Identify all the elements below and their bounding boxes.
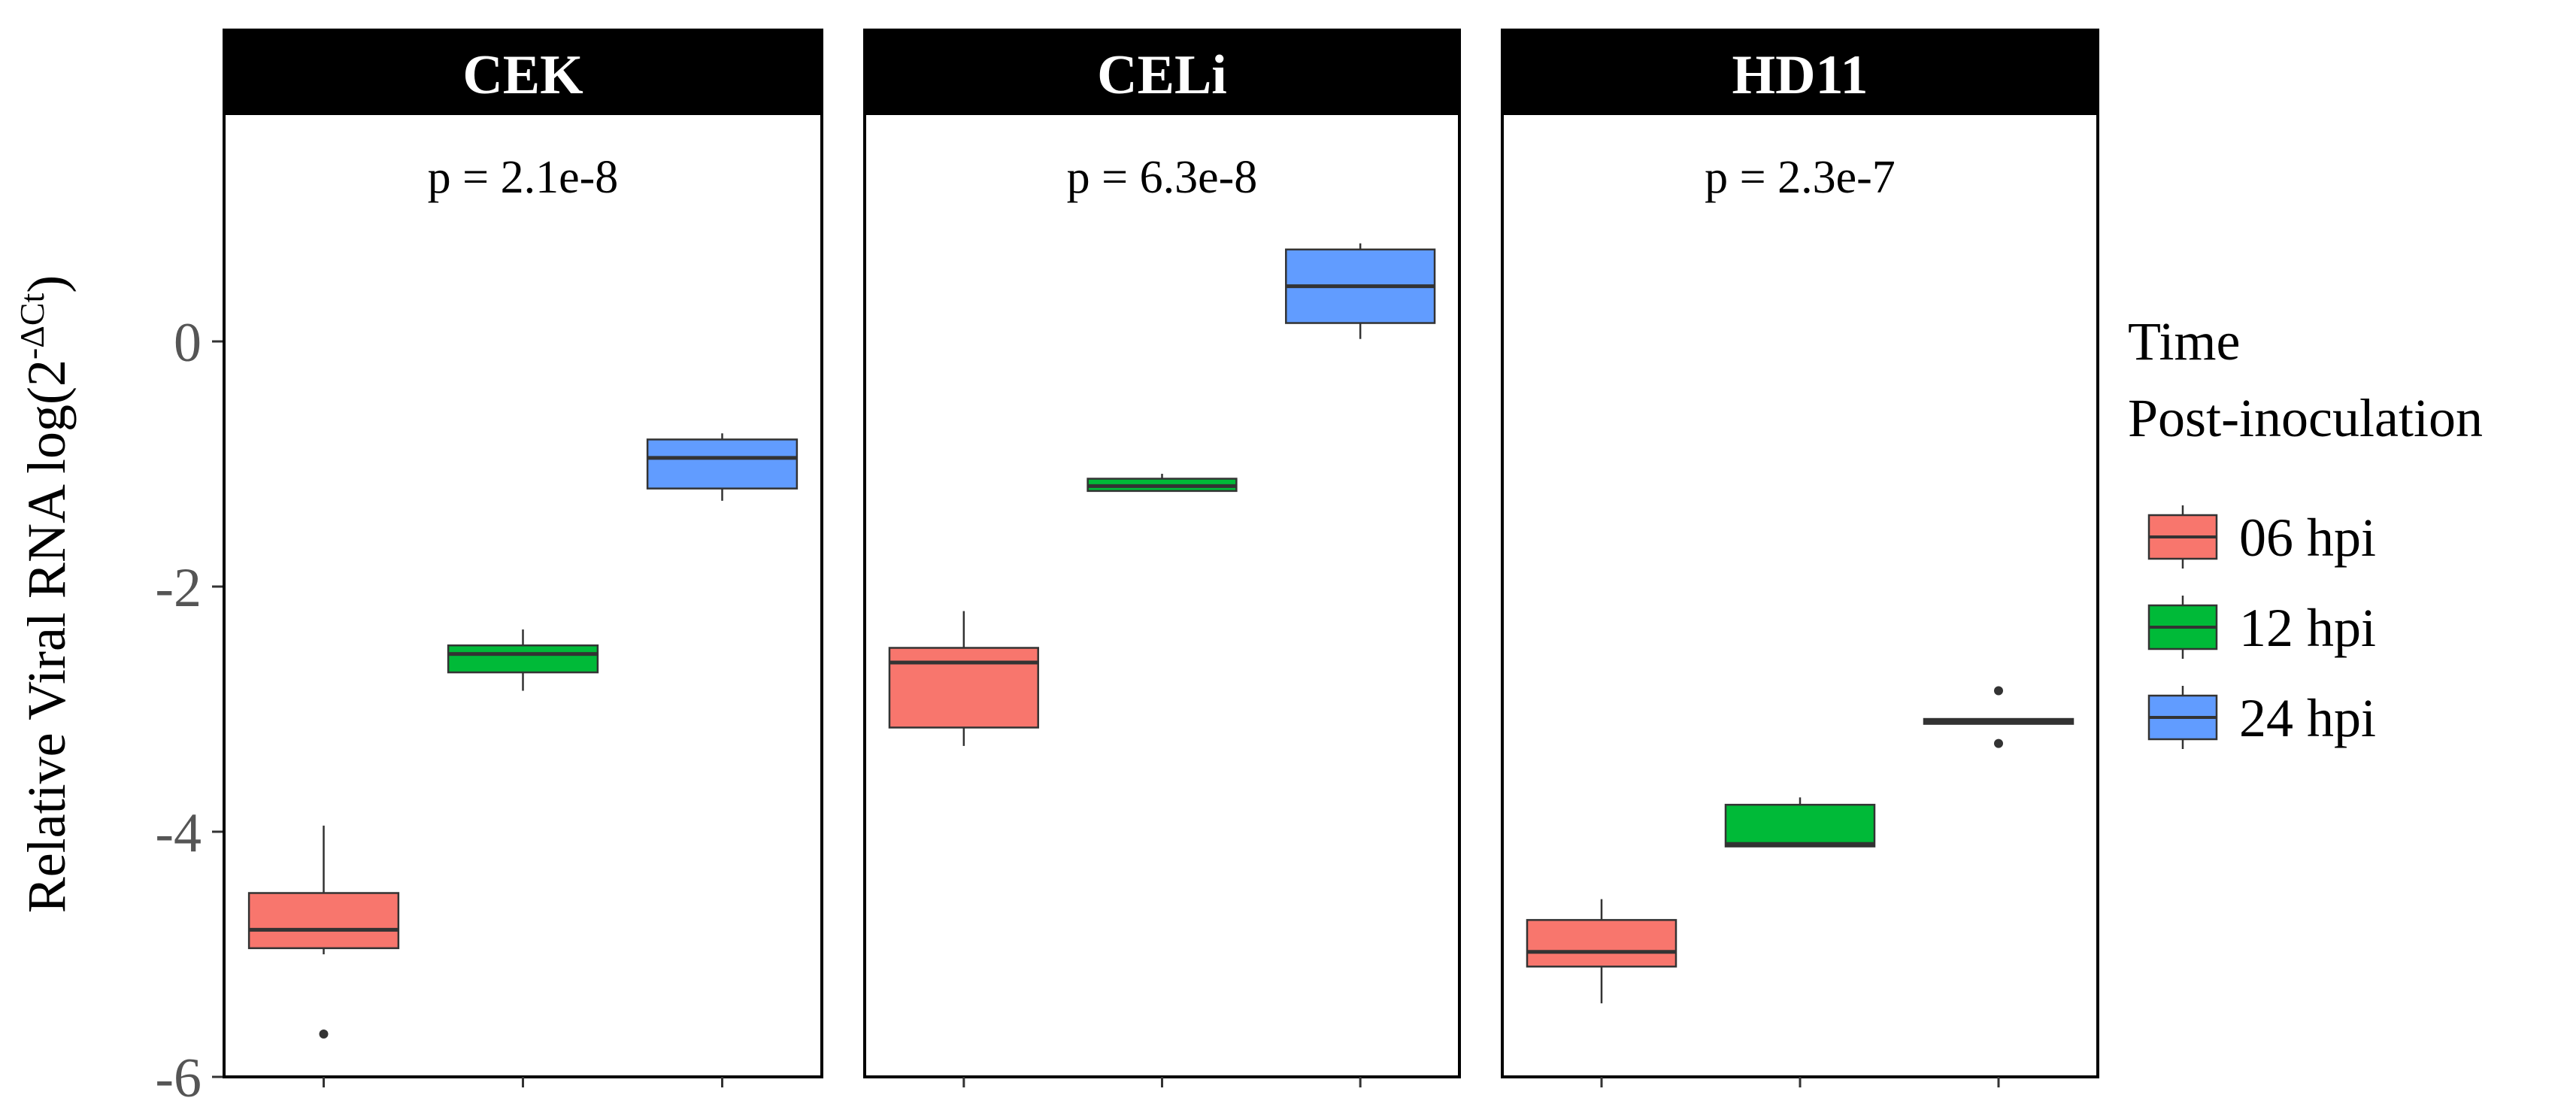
panel-frame (863, 29, 1461, 1078)
legend-item-12-hpi: 12 hpi (2147, 596, 2376, 659)
legend-title-line1: Time (2128, 311, 2240, 371)
strip-background (865, 30, 1459, 115)
p-value-annotation: p = 6.3e-8 (1067, 152, 1258, 203)
box-24-hpi (1923, 686, 2074, 1087)
box-body (447, 644, 599, 674)
legend-items: 06 hpi 12 hpi 24 hpi (2147, 505, 2376, 749)
legend-title-line2: Post-inoculation (2128, 388, 2483, 448)
box-12-hpi (1086, 474, 1238, 1087)
y-tick-label: -6 (155, 1048, 202, 1109)
outlier-point (1994, 738, 2003, 748)
y-tick-label: -2 (155, 557, 202, 619)
box-06-hpi (1526, 899, 1677, 1087)
y-axis-label: Relative Viral RNA log(2-ΔCt) (13, 275, 77, 914)
box-24-hpi (1285, 243, 1436, 1087)
panels: CEK p = 2.1e-8 CELi p = 6.3e-8 HD11 p = 2.3e-… (223, 29, 2099, 1087)
box-body (1724, 803, 1876, 848)
legend-label: 06 hpi (2239, 508, 2376, 568)
legend-label: 24 hpi (2239, 688, 2376, 748)
legend: Time Post-inoculation 06 hpi 12 hpi 24 hpi (2128, 311, 2483, 749)
strip-background (1502, 30, 2098, 115)
legend-item-24-hpi: 24 hpi (2147, 686, 2376, 749)
outlier-point (1994, 686, 2003, 696)
box-body (888, 647, 1039, 729)
box-12-hpi (1724, 797, 1876, 1087)
panel-cek: CEK p = 2.1e-8 (223, 29, 823, 1087)
box-06-hpi (247, 825, 400, 1087)
box-body (247, 892, 400, 950)
strip-label: CELi (1097, 44, 1227, 106)
panel-hd11: HD11 p = 2.3e-7 (1501, 29, 2099, 1087)
y-tick-label: -4 (155, 802, 202, 864)
p-value-annotation: p = 2.3e-7 (1705, 152, 1896, 203)
box-06-hpi (888, 611, 1039, 1087)
box-body (1526, 919, 1677, 968)
outlier-point (319, 1029, 329, 1039)
box-body (646, 438, 799, 490)
legend-label: 12 hpi (2239, 598, 2376, 658)
legend-item-06-hpi: 06 hpi (2147, 505, 2376, 569)
box-12-hpi (447, 629, 599, 1087)
p-value-annotation: p = 2.1e-8 (428, 152, 619, 203)
box-24-hpi (646, 433, 799, 1087)
strip-label: HD11 (1732, 44, 1868, 106)
y-tick-label: 0 (174, 312, 202, 374)
panel-celi: CELi p = 6.3e-8 (863, 29, 1461, 1087)
strip-label: CEK (462, 44, 583, 106)
strip-background (224, 30, 822, 115)
y-axis: 0 -2 -4 -6 (155, 312, 224, 1109)
